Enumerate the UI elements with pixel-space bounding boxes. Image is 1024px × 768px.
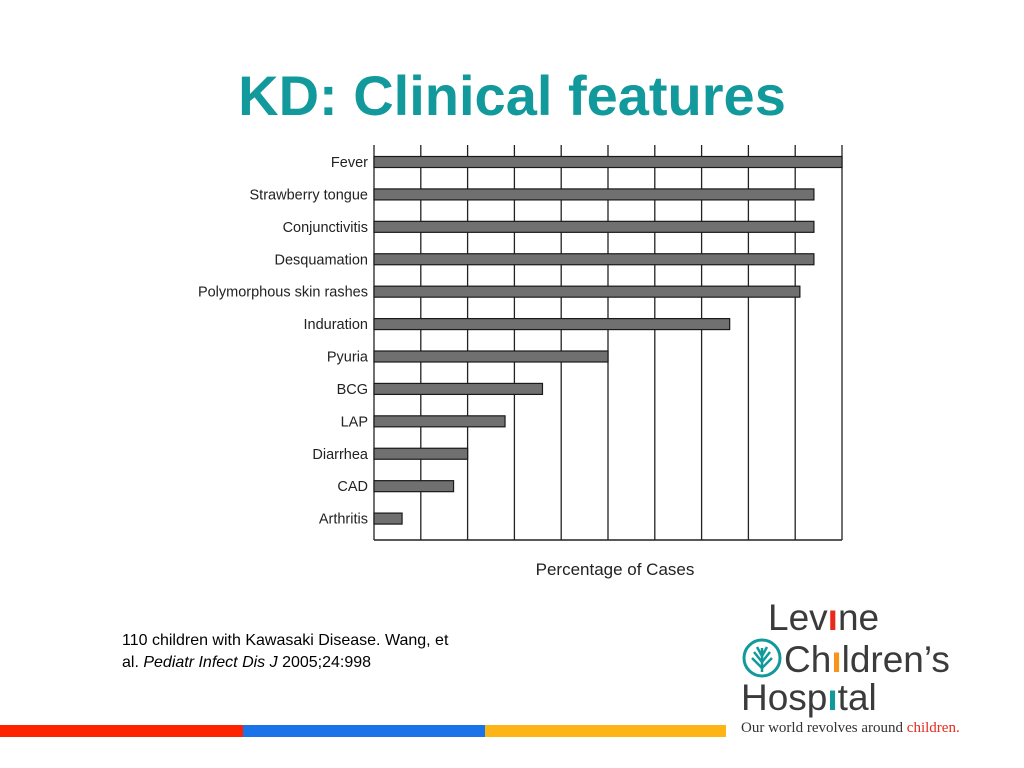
bar-arthritis: [373, 512, 403, 525]
category-label: Strawberry tongue: [250, 187, 368, 203]
logo-tagline: Our world revolves around children.: [741, 720, 960, 736]
chart-grid: [373, 145, 843, 541]
category-label: Pyuria: [327, 350, 369, 366]
hospital-logo: Levıne Chıldren’s Hospıtal Our world rev…: [738, 598, 998, 748]
slide-title: KD: Clinical features: [238, 64, 786, 127]
bar-chart: Fever Strawberry tongue Conjunctivitis Desq…: [198, 145, 843, 579]
stripe-blue: [243, 725, 485, 737]
category-label: BCG: [337, 382, 368, 398]
bar-lap: [373, 415, 506, 428]
bar-cad: [373, 480, 455, 493]
category-label: Conjunctivitis: [283, 220, 368, 236]
category-label: Induration: [304, 317, 369, 333]
bar-desquamation: [373, 253, 815, 266]
logo-line-childrens: Chıldren’s: [784, 639, 950, 680]
chart-bars: [373, 155, 843, 525]
category-label: Diarrhea: [312, 447, 369, 463]
bar-bcg: [373, 382, 544, 396]
chart-category-labels: Fever Strawberry tongue Conjunctivitis Desq…: [198, 155, 369, 528]
stripe-yellow: [485, 725, 726, 737]
logo-emblem-icon: [742, 638, 782, 678]
category-label: LAP: [341, 414, 368, 430]
bar-fever: [373, 155, 843, 169]
bar-pyuria: [373, 350, 609, 363]
citation: 110 children with Kawasaki Disease. Wang…: [122, 630, 542, 674]
x-axis-title: Percentage of Cases: [536, 560, 695, 579]
category-label: Fever: [331, 155, 368, 171]
category-label: Polymorphous skin rashes: [198, 285, 368, 301]
category-label: CAD: [337, 479, 368, 495]
stripe-red: [0, 725, 243, 737]
logo-line-hospital: Hospıtal: [741, 677, 877, 718]
logo-line-levine: Levıne: [768, 597, 880, 638]
category-label: Arthritis: [319, 512, 368, 528]
citation-line1: 110 children with Kawasaki Disease. Wang…: [122, 632, 449, 649]
citation-prefix: al.: [122, 654, 144, 671]
category-label: Desquamation: [275, 252, 369, 268]
bar-conjunctivitis: [373, 220, 815, 233]
bar-polymorphous-skin-rashes: [373, 285, 801, 298]
bar-diarrhea: [373, 447, 469, 460]
bar-induration: [373, 317, 731, 331]
citation-suffix: 2005;24:998: [277, 654, 372, 671]
citation-journal: Pediatr Infect Dis J: [143, 654, 278, 671]
bar-strawberry-tongue: [373, 188, 815, 201]
